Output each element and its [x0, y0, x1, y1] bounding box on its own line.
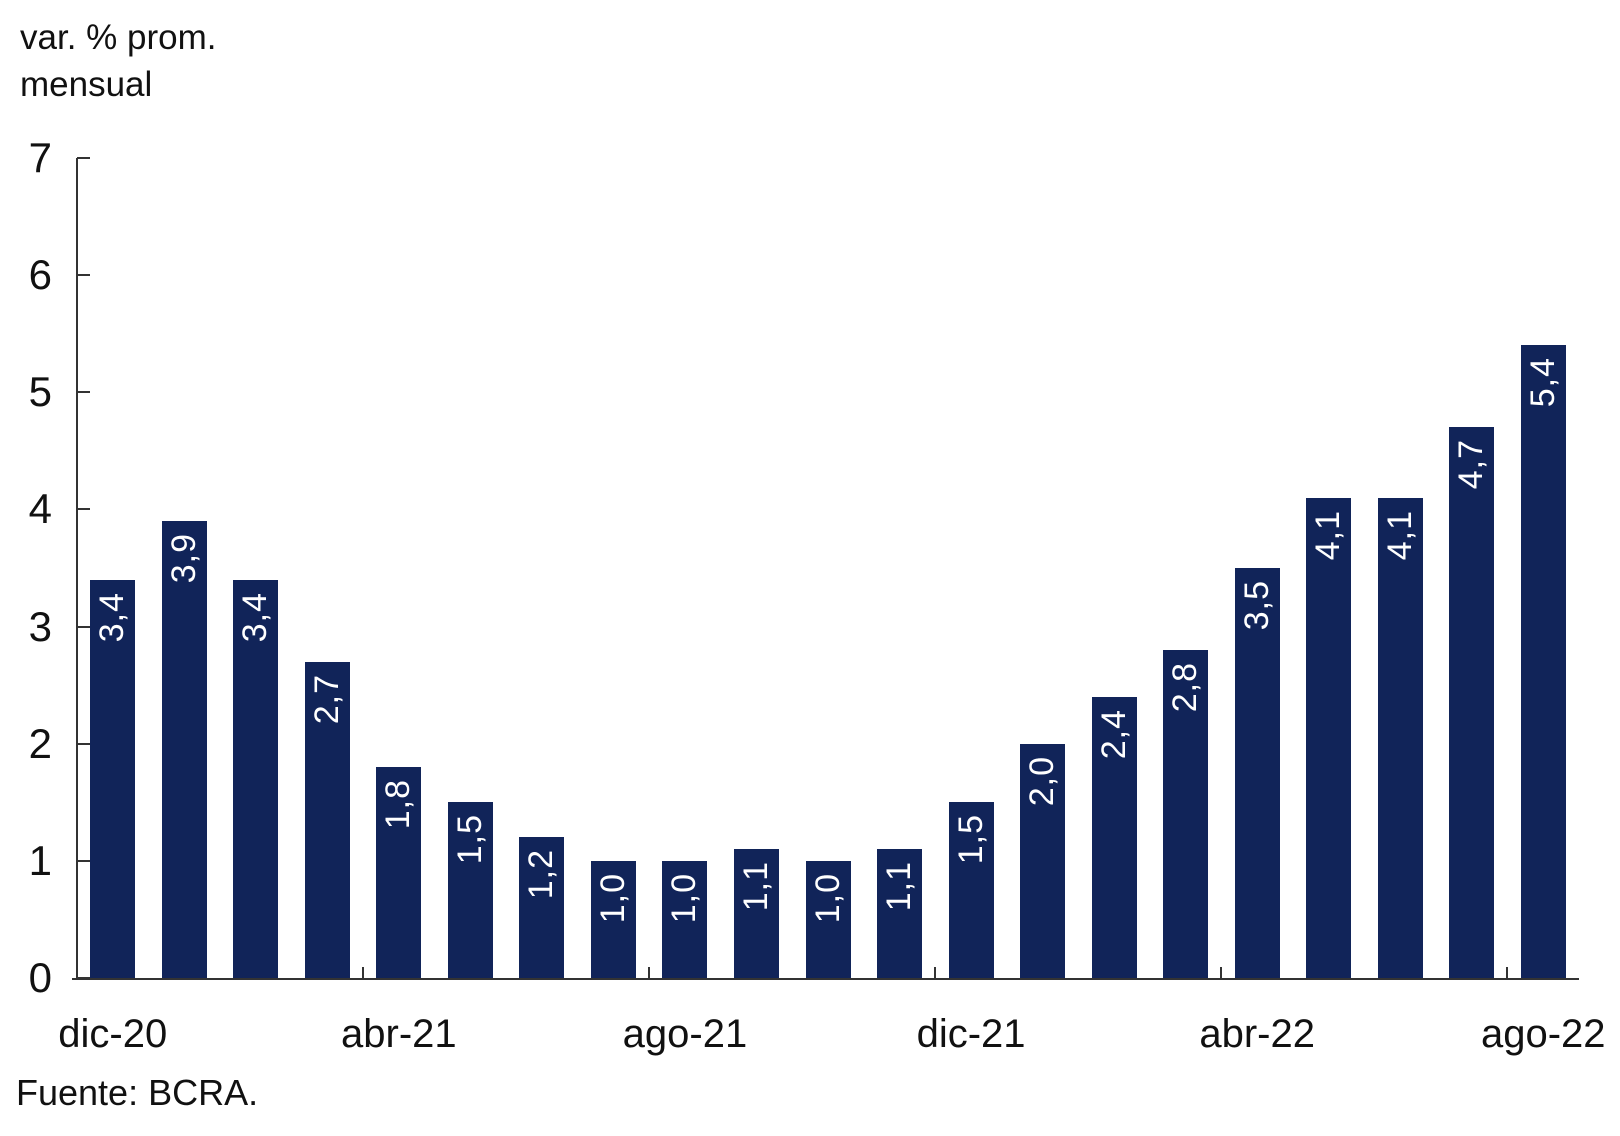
y-axis-tick [77, 274, 90, 277]
x-axis-line [72, 978, 1579, 980]
x-axis-tick-label: ago-21 [622, 1012, 748, 1056]
y-axis-tick [77, 625, 90, 628]
bar-value-label: 1,0 [665, 872, 704, 924]
x-axis-tick [76, 967, 78, 978]
bar-value-label: 1,5 [951, 814, 990, 865]
bar-value-label: 2,7 [307, 673, 346, 724]
bar: 1,5 [948, 802, 994, 978]
y-axis-tick-label: 7 [28, 134, 52, 181]
bar: 5,4 [1520, 345, 1566, 978]
y-axis-tick-label: 3 [28, 602, 52, 650]
bar: 1,8 [376, 767, 422, 978]
bar-value-label: 4,7 [1452, 439, 1491, 490]
bar-value-label: 3,5 [1237, 580, 1276, 631]
bar-value-label: 4,1 [1380, 509, 1419, 560]
bar: 3,4 [90, 579, 136, 978]
bar: 3,5 [1234, 568, 1280, 978]
bar-value-label: 1,2 [522, 849, 561, 900]
bar: 1,0 [590, 860, 636, 978]
bar: 1,0 [805, 860, 851, 978]
y-axis-title: var. % prom. mensual [20, 14, 216, 108]
y-axis-tick-label: 2 [28, 719, 52, 767]
x-axis-tick [1220, 967, 1223, 978]
bar-value-label: 3,9 [164, 533, 203, 584]
x-axis-tick [362, 967, 365, 978]
y-axis-tick-label: 4 [28, 485, 52, 533]
y-axis-tick [77, 859, 90, 862]
bar: 1,5 [447, 802, 493, 978]
bar-value-label: 2,0 [1023, 755, 1062, 806]
plot-area: 3,4 3,9 3,4 2,7 1,8 1,5 1,2 1,0 1,0 1,1 1,0 1,1 1,5 2… [77, 158, 1579, 978]
bar-value-label: 5,4 [1523, 357, 1562, 408]
x-axis-tick [648, 967, 651, 978]
bar: 1,2 [519, 837, 565, 978]
bar-value-label: 3,4 [236, 591, 275, 642]
x-axis-tick-label: ago-22 [1480, 1012, 1606, 1056]
x-axis-tick [1506, 967, 1509, 978]
y-axis-line [76, 158, 78, 980]
bar-value-label: 2,8 [1166, 662, 1205, 713]
bar-value-label: 2,4 [1094, 708, 1133, 760]
y-axis-tick [77, 508, 90, 511]
bar: 2,4 [1091, 696, 1137, 978]
bar: 1,1 [733, 849, 779, 978]
x-axis-tick [934, 967, 937, 978]
bar: 4,7 [1449, 427, 1495, 978]
y-axis-tick [77, 977, 90, 979]
bar: 2,7 [304, 661, 350, 978]
bar-value-label: 1,5 [450, 814, 489, 865]
y-axis-title-line2: mensual [20, 65, 153, 104]
x-axis-tick-label: dic-20 [58, 1012, 168, 1056]
bar: 4,1 [1377, 497, 1423, 978]
bar-value-label: 1,0 [808, 872, 847, 924]
y-axis-tick [77, 742, 90, 745]
y-axis-tick-label: 1 [28, 836, 52, 884]
bar-value-label: 1,1 [880, 861, 919, 912]
bar-value-label: 3,4 [93, 591, 132, 642]
bar: 1,0 [662, 860, 708, 978]
y-axis-tick [77, 391, 90, 394]
bar: 3,9 [161, 521, 207, 978]
bar: 2,8 [1163, 650, 1209, 978]
y-axis-tick [77, 157, 90, 159]
bar: 1,1 [877, 849, 923, 978]
bar: 3,4 [233, 579, 279, 978]
x-axis-tick-label: abr-22 [1199, 1012, 1315, 1056]
x-axis-tick-label: abr-21 [341, 1012, 457, 1056]
bar-value-label: 4,1 [1309, 509, 1348, 560]
bar-value-label: 1,0 [593, 872, 632, 924]
y-axis-tick-label: 6 [28, 251, 52, 299]
y-axis-title-line1: var. % prom. [20, 18, 217, 57]
source-note: Fuente: BCRA. [16, 1072, 259, 1113]
bar-value-label: 1,8 [379, 779, 418, 830]
y-axis-tick-label: 0 [28, 954, 52, 1001]
y-axis-tick-label: 5 [28, 368, 52, 416]
bar: 4,1 [1306, 497, 1352, 978]
x-axis-tick-label: dic-21 [916, 1012, 1026, 1056]
bar-value-label: 1,1 [736, 861, 775, 912]
bar: 2,0 [1020, 743, 1066, 978]
